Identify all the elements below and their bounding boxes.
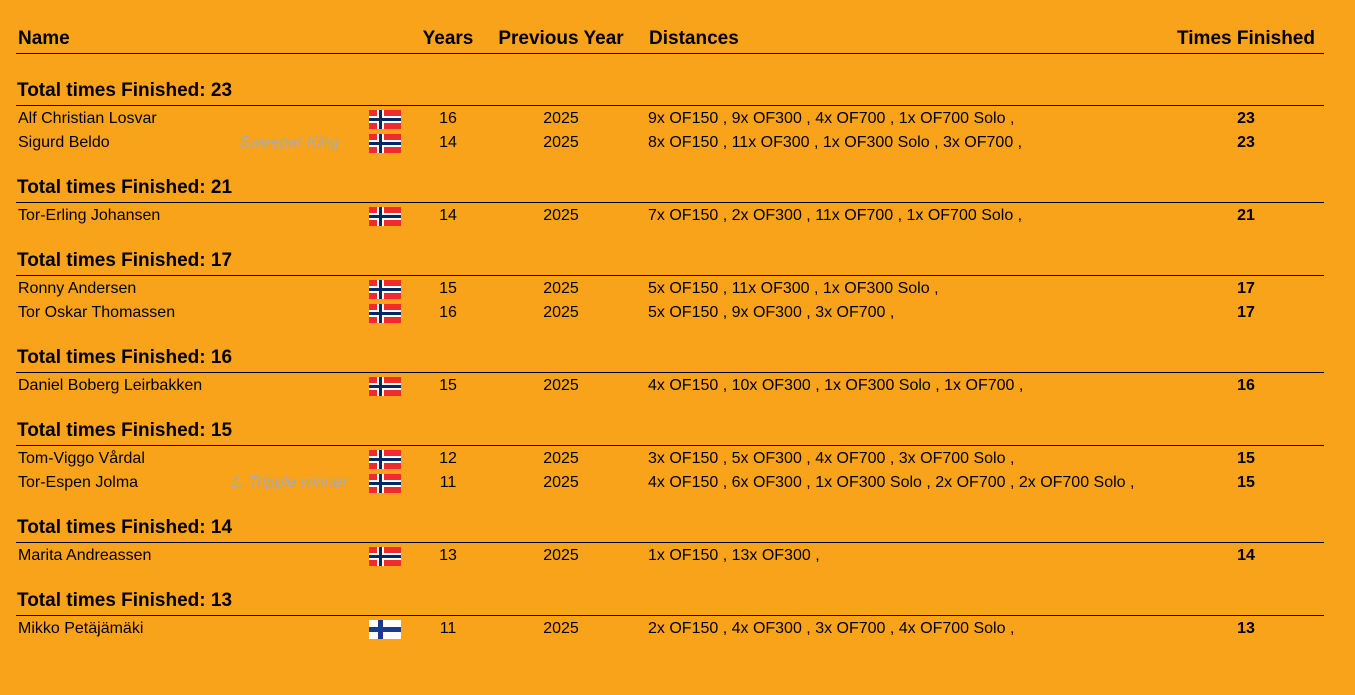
divider xyxy=(16,53,1324,54)
previous-year: 2025 xyxy=(543,134,579,151)
times-finished: 15 xyxy=(1237,474,1255,491)
times-finished: 23 xyxy=(1237,134,1255,151)
divider xyxy=(16,275,1324,276)
flag xyxy=(369,450,401,469)
column-header: Distances xyxy=(649,28,739,49)
previous-year: 2025 xyxy=(543,547,579,564)
years: 14 xyxy=(439,134,457,151)
name: Daniel Boberg Leirbakken xyxy=(18,377,203,394)
times-finished: 17 xyxy=(1237,304,1255,321)
group-title: Total times Finished: 23 xyxy=(17,80,233,101)
distances: 9x OF150 , 9x OF300 , 4x OF700 , 1x OF70… xyxy=(648,110,1015,127)
distances: 5x OF150 , 11x OF300 , 1x OF300 Solo , xyxy=(648,280,939,297)
previous-year: 2025 xyxy=(543,304,579,321)
note: 1. Tripple winner xyxy=(230,474,348,491)
times-finished: 15 xyxy=(1237,450,1255,467)
column-header: Years xyxy=(422,28,474,49)
flag xyxy=(369,474,401,493)
years: 14 xyxy=(439,207,457,224)
name: Tor Oskar Thomassen xyxy=(18,304,176,321)
name: Tor-Erling Johansen xyxy=(18,207,161,224)
times-finished: 17 xyxy=(1237,280,1255,297)
flag xyxy=(369,134,401,153)
distances: 4x OF150 , 6x OF300 , 1x OF300 Solo , 2x… xyxy=(648,474,1135,491)
previous-year: 2025 xyxy=(543,110,579,127)
years: 11 xyxy=(439,474,457,491)
previous-year: 2025 xyxy=(543,474,579,491)
divider xyxy=(16,542,1324,543)
name: Sigurd Beldo xyxy=(18,134,110,151)
group-title: Total times Finished: 15 xyxy=(17,420,233,441)
previous-year: 2025 xyxy=(543,450,579,467)
years: 16 xyxy=(439,110,457,127)
group-title: Total times Finished: 13 xyxy=(17,590,233,611)
flag xyxy=(369,620,401,639)
years: 16 xyxy=(439,304,457,321)
note: Sweeper King xyxy=(239,134,339,151)
years: 12 xyxy=(439,450,457,467)
name: Ronny Andersen xyxy=(18,280,137,297)
previous-year: 2025 xyxy=(543,377,579,394)
divider xyxy=(16,372,1324,373)
times-finished: 16 xyxy=(1237,377,1255,394)
years: 15 xyxy=(439,377,457,394)
name: Alf Christian Losvar xyxy=(18,110,157,127)
name: Tom-Viggo Vårdal xyxy=(18,450,145,467)
column-header: Times Finished xyxy=(1177,28,1315,49)
years: 13 xyxy=(439,547,457,564)
flag xyxy=(369,207,401,226)
group-title: Total times Finished: 14 xyxy=(17,517,233,538)
distances: 8x OF150 , 11x OF300 , 1x OF300 Solo , 3… xyxy=(648,134,1023,151)
divider xyxy=(16,105,1324,106)
divider xyxy=(16,445,1324,446)
column-header: Name xyxy=(18,28,70,49)
times-finished: 21 xyxy=(1237,207,1255,224)
distances: 3x OF150 , 5x OF300 , 4x OF700 , 3x OF70… xyxy=(648,450,1015,467)
previous-year: 2025 xyxy=(543,620,579,637)
divider xyxy=(16,202,1324,203)
previous-year: 2025 xyxy=(543,280,579,297)
previous-year: 2025 xyxy=(543,207,579,224)
distances: 7x OF150 , 2x OF300 , 11x OF700 , 1x OF7… xyxy=(648,207,1023,224)
flag xyxy=(369,547,401,566)
flag xyxy=(369,377,401,396)
flag xyxy=(369,304,401,323)
name: Tor-Espen Jolma xyxy=(18,474,139,491)
times-finished: 14 xyxy=(1237,547,1255,564)
name: Mikko Petäjämäki xyxy=(18,620,144,637)
divider xyxy=(16,615,1324,616)
years: 15 xyxy=(439,280,457,297)
distances: 5x OF150 , 9x OF300 , 3x OF700 , xyxy=(648,304,895,321)
group-title: Total times Finished: 16 xyxy=(17,347,233,368)
times-finished: 13 xyxy=(1237,620,1255,637)
column-header: Previous Year xyxy=(498,28,624,49)
years: 11 xyxy=(439,620,457,637)
name: Marita Andreassen xyxy=(18,547,152,564)
distances: 2x OF150 , 4x OF300 , 3x OF700 , 4x OF70… xyxy=(648,620,1015,637)
flag xyxy=(369,280,401,299)
distances: 4x OF150 , 10x OF300 , 1x OF300 Solo , 1… xyxy=(648,377,1024,394)
group-title: Total times Finished: 17 xyxy=(17,250,233,271)
group-title: Total times Finished: 21 xyxy=(17,177,233,198)
times-finished: 23 xyxy=(1237,110,1255,127)
flag xyxy=(369,110,401,129)
distances: 1x OF150 , 13x OF300 , xyxy=(648,547,820,564)
